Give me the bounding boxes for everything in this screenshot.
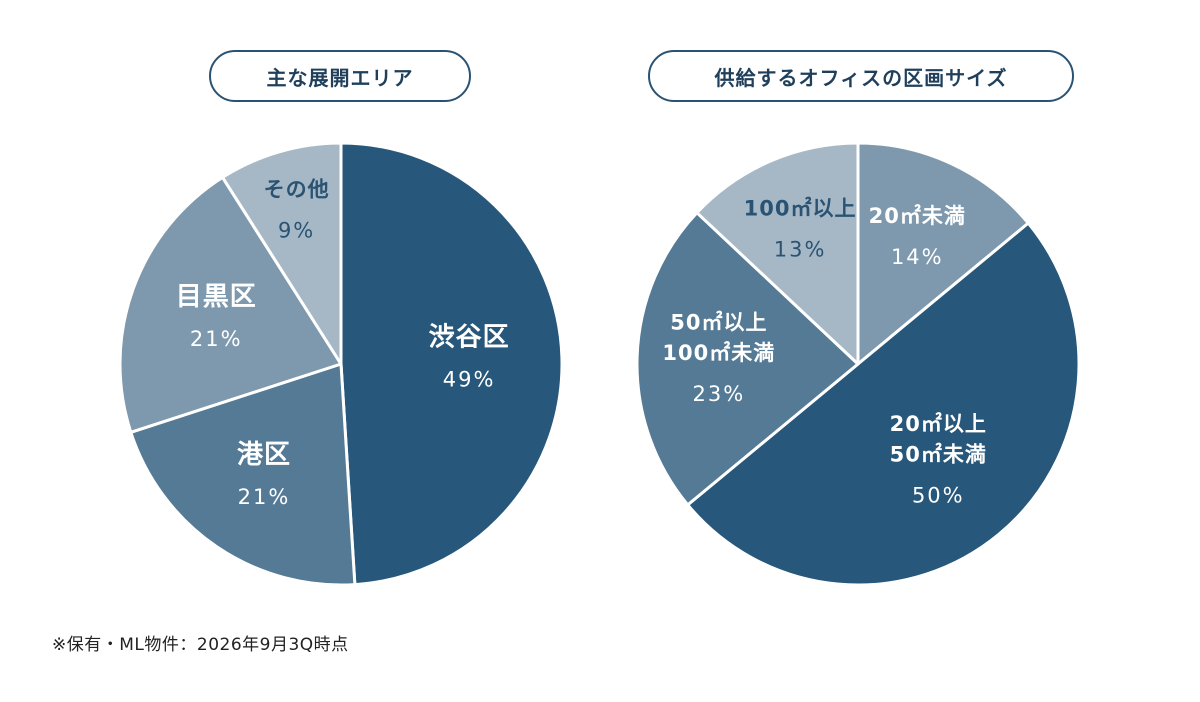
- slice-label: 渋谷区: [429, 323, 510, 353]
- slice-percent: 21%: [190, 327, 243, 351]
- footnote: ※保有・ML物件：2026年9月3Q時点: [52, 635, 349, 655]
- slice-percent: 9%: [278, 218, 315, 242]
- pie-slice: [635, 211, 860, 507]
- size-pie-svg: 20㎡未満 14% 20㎡以上 50㎡未満 50% 50㎡以上 100㎡未満 23% 100㎡以…: [635, 141, 1081, 587]
- slice-label: 20㎡以上: [890, 412, 987, 436]
- area-pie-chart: 主な展開エリア 渋谷区 49% 港区 21% 目黒区 21% その他 9%: [0, 0, 600, 620]
- slice-percent: 23%: [692, 382, 745, 406]
- chart-title: 供給するオフィスの区画サイズ: [648, 50, 1074, 102]
- slice-label: 50㎡未満: [890, 442, 987, 466]
- slice-label: その他: [264, 177, 330, 201]
- slice-percent: 14%: [891, 245, 944, 269]
- pie-slice: [118, 175, 343, 434]
- size-pie-chart: 供給するオフィスの区画サイズ 20㎡未満 14% 20㎡以上 50㎡未満 50% 50㎡以…: [600, 0, 1200, 620]
- pie-slice: [856, 141, 1030, 366]
- slice-label: 50㎡以上: [670, 311, 767, 335]
- slice-percent: 13%: [774, 237, 827, 261]
- pie-slice: [221, 141, 343, 366]
- slice-label: 20㎡未満: [869, 204, 966, 228]
- slice-percent: 21%: [238, 485, 291, 509]
- slice-label: 港区: [237, 440, 291, 470]
- pie-slice: [695, 141, 860, 366]
- slice-percent: 50%: [912, 483, 965, 507]
- slice-label: 100㎡以上: [744, 196, 857, 220]
- pie-slice: [129, 362, 357, 587]
- slice-label: 目黒区: [176, 282, 257, 312]
- area-pie-svg: 渋谷区 49% 港区 21% 目黒区 21% その他 9%: [118, 141, 564, 587]
- slice-percent: 49%: [443, 368, 496, 392]
- pie-slice: [339, 141, 564, 587]
- pie-slice: [686, 221, 1081, 587]
- chart-title: 主な展開エリア: [209, 50, 471, 102]
- slice-label: 100㎡未満: [662, 341, 775, 365]
